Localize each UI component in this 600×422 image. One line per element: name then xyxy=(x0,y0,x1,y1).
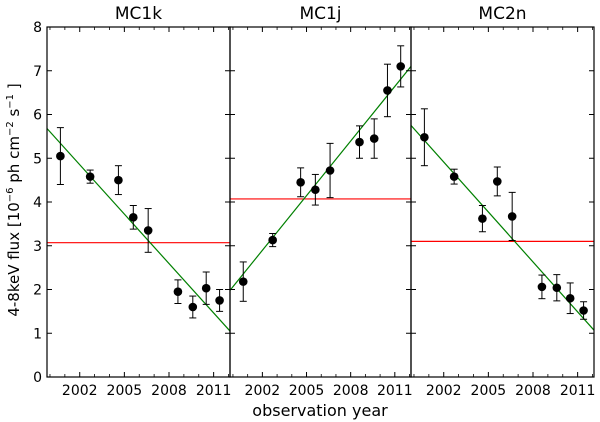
y-tick-label: 7 xyxy=(33,64,42,80)
data-point xyxy=(188,302,198,312)
data-point xyxy=(114,175,123,185)
data-point xyxy=(215,296,224,305)
fit-line xyxy=(230,65,411,291)
data-point xyxy=(325,166,335,175)
y-tick-label: 8 xyxy=(33,20,42,36)
data-point xyxy=(56,151,65,161)
panel-title: MC1k xyxy=(115,4,162,24)
data-point xyxy=(507,212,517,221)
data-point xyxy=(478,214,487,223)
panel-frame xyxy=(229,26,412,378)
x-tick-label: 2002 xyxy=(245,383,281,399)
x-tick-label: 2005 xyxy=(107,383,143,399)
data-point xyxy=(565,293,575,303)
data-point xyxy=(396,62,405,71)
x-tick-label: 2008 xyxy=(151,383,187,399)
plot-area xyxy=(47,127,230,332)
data-point xyxy=(268,235,277,245)
data-point xyxy=(369,134,379,143)
data-point xyxy=(173,287,183,296)
data-point xyxy=(85,172,95,181)
panel-title: MC1j xyxy=(299,4,341,24)
panel-mc1j: 2002 2005 2008 2011 MC1j xyxy=(229,4,413,399)
data-point xyxy=(296,178,305,187)
data-point xyxy=(579,306,588,315)
data-point xyxy=(311,185,320,195)
data-point xyxy=(355,137,364,147)
data-point xyxy=(449,172,459,181)
plot-area xyxy=(411,108,594,331)
data-point xyxy=(537,282,547,292)
x-tick-label: 2011 xyxy=(196,383,232,399)
data-point xyxy=(201,283,211,293)
data-point xyxy=(552,283,562,293)
x-axis-label: observation year xyxy=(252,401,388,420)
y-tick-label: 2 xyxy=(33,283,42,299)
panel-title: MC2n xyxy=(478,4,526,24)
panel-frame xyxy=(410,26,595,378)
x-tick-label: 2008 xyxy=(515,383,551,399)
fit-line xyxy=(47,128,230,332)
data-point xyxy=(143,226,153,235)
data-point xyxy=(128,213,138,222)
y-tick-label: 0 xyxy=(33,370,42,386)
y-tick-label: 5 xyxy=(33,151,42,167)
y-tick-label: 6 xyxy=(33,108,42,124)
x-tick-label: 2005 xyxy=(471,383,507,399)
panel-frame xyxy=(46,26,231,378)
x-tick-label: 2002 xyxy=(62,383,98,399)
panel-mc1k: 2002 2005 2008 2011 0 1 2 3 4 5 6 7 8 MC1k xyxy=(33,4,231,399)
data-point xyxy=(492,177,502,186)
y-tick-label: 3 xyxy=(33,239,42,255)
x-tick-label: 2002 xyxy=(426,383,462,399)
data-point xyxy=(383,86,392,95)
data-point xyxy=(238,277,248,286)
y-axis-label: 4-8keV flux [10−6 ph cm−2 s−1 ] xyxy=(5,83,23,316)
y-tick-label: 4 xyxy=(33,195,42,211)
x-tick-label: 2005 xyxy=(289,383,325,399)
plot-area xyxy=(230,45,411,302)
x-tick-label: 2011 xyxy=(560,383,596,399)
x-tick-label: 2008 xyxy=(333,383,369,399)
panel-mc2n: 2002 2005 2008 2011 MC2n xyxy=(410,4,596,399)
x-tick-label: 2011 xyxy=(377,383,413,399)
y-tick-label: 1 xyxy=(33,326,42,342)
fit-line xyxy=(411,125,594,331)
data-point xyxy=(420,132,429,142)
